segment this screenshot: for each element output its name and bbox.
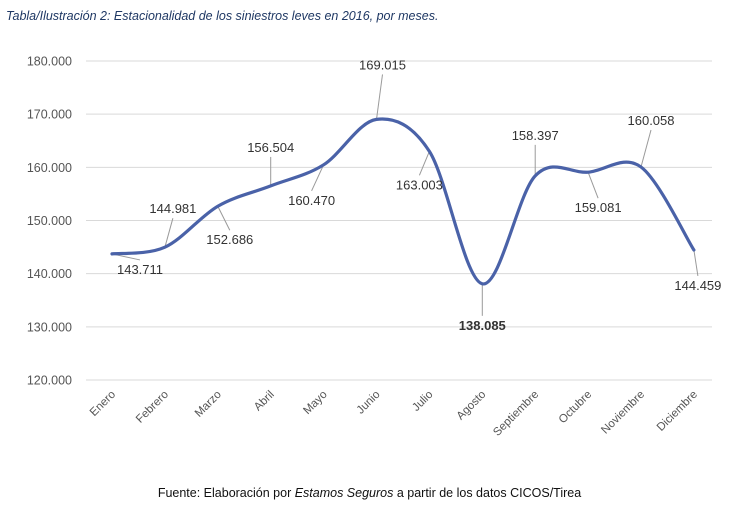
x-tick-label: Enero xyxy=(88,389,118,419)
x-tick-label: Junio xyxy=(355,389,383,417)
x-tick-label: Octubre xyxy=(557,389,594,426)
data-label: 160.058 xyxy=(628,113,675,128)
source-note: Fuente: Elaboración por Estamos Seguros … xyxy=(0,486,739,500)
chart-caption: Tabla/Ilustración 2: Estacionalidad de l… xyxy=(6,9,439,23)
data-label-leader xyxy=(164,218,174,248)
data-label: 158.397 xyxy=(512,128,559,143)
data-label-leader xyxy=(418,151,430,176)
y-tick-label: 120.000 xyxy=(27,374,72,388)
data-label: 144.459 xyxy=(674,278,721,293)
y-tick-label: 180.000 xyxy=(27,55,72,69)
y-tick-label: 150.000 xyxy=(27,214,72,228)
y-tick-label: 140.000 xyxy=(27,267,72,281)
data-label: 159.081 xyxy=(575,200,622,215)
data-label: 152.686 xyxy=(206,232,253,247)
data-label-leader xyxy=(693,249,699,277)
line-chart: 120.000 130.000 140.000 150.000 160.000 170.0… xyxy=(27,55,722,439)
x-tick-label: Agosto xyxy=(455,389,489,423)
x-tick-label: Noviembre xyxy=(599,389,647,437)
data-label-leader xyxy=(376,74,383,120)
data-labels: 143.711 144.981 152.686 156.504 160.470 169.0… xyxy=(117,57,721,332)
x-tick-label: Marzo xyxy=(193,389,224,420)
y-axis-tick-labels: 120.000 130.000 140.000 150.000 160.000 170.0… xyxy=(27,55,72,388)
y-tick-label: 130.000 xyxy=(27,320,72,334)
source-emphasis: Estamos Seguros xyxy=(294,486,394,500)
data-label: 163.003 xyxy=(396,177,443,192)
data-label: 138.085 xyxy=(459,318,506,333)
data-label: 144.981 xyxy=(149,201,196,216)
series-line xyxy=(110,117,696,286)
y-tick-label: 160.000 xyxy=(27,161,72,175)
x-tick-label: Julio xyxy=(410,389,435,414)
data-label-leader xyxy=(587,172,599,199)
x-tick-label: Mayo xyxy=(301,389,329,417)
y-tick-label: 170.000 xyxy=(27,108,72,122)
data-label: 143.711 xyxy=(117,262,163,277)
x-tick-label: Abril xyxy=(252,389,277,414)
data-label: 156.504 xyxy=(247,140,294,155)
data-label: 160.470 xyxy=(288,193,335,208)
data-label-leader xyxy=(217,205,231,231)
x-tick-label: Diciembre xyxy=(655,389,700,434)
source-suffix: a partir de los datos CICOS/Tirea xyxy=(393,486,582,500)
data-label: 169.015 xyxy=(359,57,406,72)
x-tick-label: Febrero xyxy=(134,389,171,426)
data-label-leader xyxy=(311,164,325,192)
data-label-leader-lines xyxy=(111,74,699,316)
x-axis-tick-labels: Enero Febrero Marzo Abril Mayo Junio Julio Agos… xyxy=(88,389,700,439)
source-prefix: Fuente: Elaboración por xyxy=(157,486,295,500)
gridlines xyxy=(86,60,712,381)
data-label-leader xyxy=(640,129,652,168)
x-tick-label: Septiembre xyxy=(491,389,541,439)
